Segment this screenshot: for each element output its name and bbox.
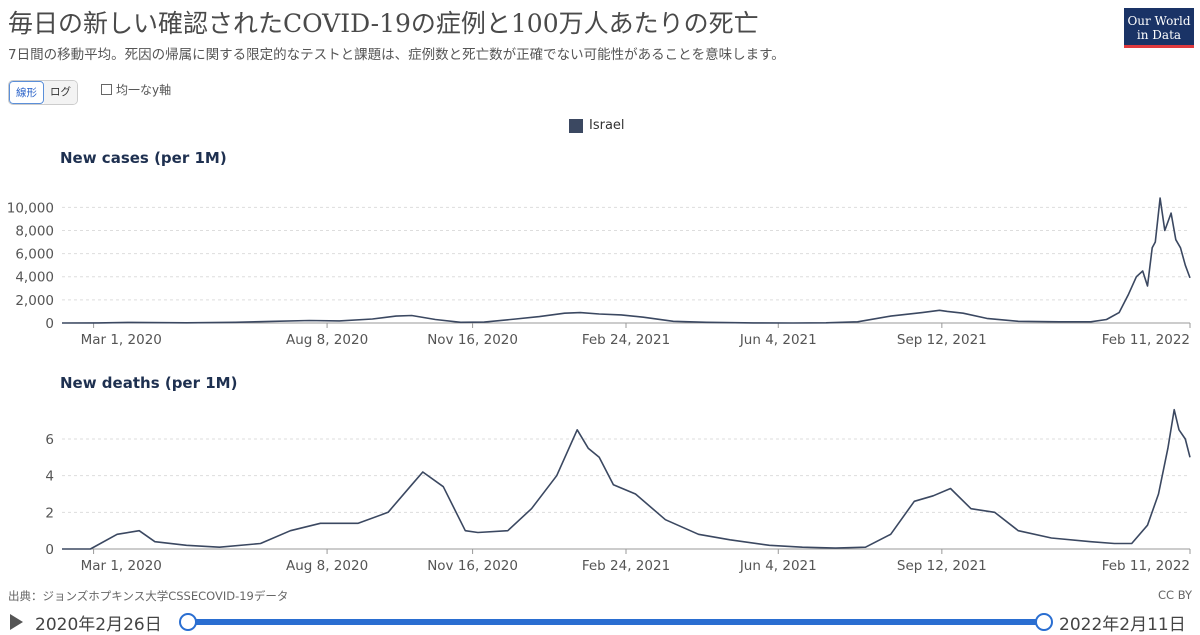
timeline-start-handle[interactable]: [179, 613, 197, 631]
chart-title: 毎日の新しい確認されたCOVID-19の症例と100万人あたりの死亡: [8, 9, 759, 38]
timeline-start-label: 2020年2月26日: [35, 615, 162, 635]
panel-title: New deaths (per 1M): [60, 374, 237, 392]
x-tick-label: Sep 12, 2021: [897, 558, 987, 574]
x-tick-label: Nov 16, 2020: [427, 558, 518, 574]
timeline-end-handle[interactable]: [1035, 613, 1053, 631]
y-tick-label: 0: [45, 542, 54, 558]
x-tick-label: Feb 11, 2022: [1102, 332, 1190, 348]
y-tick-label: 8,000: [15, 223, 54, 239]
play-icon[interactable]: [10, 614, 23, 630]
license-link[interactable]: CC BY: [1157, 588, 1192, 602]
legend-label: Israel: [589, 118, 625, 133]
linear-scale-button[interactable]: 線形: [9, 81, 44, 104]
timeline-track[interactable]: [186, 619, 1043, 625]
x-tick-label: Feb 24, 2021: [582, 332, 670, 348]
legend-swatch: [569, 118, 583, 133]
y-tick-label: 6,000: [15, 247, 54, 263]
y-tick-label: 10,000: [7, 200, 54, 216]
x-tick-label: Aug 8, 2020: [286, 558, 368, 574]
series-line-israel: [62, 408, 1191, 550]
uniform-axis-toggle[interactable]: 均一なy軸: [101, 81, 171, 98]
series-line-israel: [61, 197, 1191, 324]
timeline-end-label: 2022年2月11日: [1059, 615, 1186, 635]
timeline: 2020年2月26日 2022年2月11日: [0, 606, 1200, 635]
chart-subtitle: 7日間の移動平均。死因の帰属に関する限定的なテストと課題は、症例数と死亡数が正確…: [8, 47, 785, 63]
x-tick-label: Feb 24, 2021: [582, 558, 670, 574]
panel-title: New cases (per 1M): [60, 149, 227, 167]
logo-line-2: in Data: [1136, 28, 1182, 42]
checkbox-icon[interactable]: [101, 84, 112, 95]
x-tick-label: Mar 1, 2020: [81, 332, 162, 348]
uniform-axis-label: 均一なy軸: [116, 83, 172, 97]
x-tick-label: Mar 1, 2020: [81, 558, 162, 574]
legend[interactable]: Israel: [569, 118, 625, 133]
y-tick-label: 0: [45, 316, 54, 332]
logo-line-1: Our World: [1127, 14, 1191, 28]
scale-toggle: 線形 ログ: [8, 80, 78, 105]
y-tick-label: 2: [45, 505, 54, 521]
x-tick-label: Feb 11, 2022: [1102, 558, 1190, 574]
y-tick-label: 2,000: [15, 293, 54, 309]
x-tick-label: Aug 8, 2020: [286, 332, 368, 348]
x-tick-label: Nov 16, 2020: [427, 332, 518, 348]
y-tick-label: 4: [45, 469, 54, 485]
source-note: 出典：ジョンズホプキンス大学CSSECOVID-19データ: [8, 589, 289, 603]
y-tick-label: 4,000: [15, 270, 54, 286]
chart-area: New cases (per 1M) 0 2,000 4,000 6,000 8,000 1…: [7, 149, 1191, 574]
x-tick-label: Jun 4, 2021: [739, 558, 817, 574]
x-tick-label: Jun 4, 2021: [739, 332, 817, 348]
log-scale-button[interactable]: ログ: [44, 81, 77, 104]
owid-logo[interactable]: Our World in Data: [1124, 8, 1194, 48]
x-tick-label: Sep 12, 2021: [897, 332, 987, 348]
y-tick-label: 6: [45, 432, 54, 448]
